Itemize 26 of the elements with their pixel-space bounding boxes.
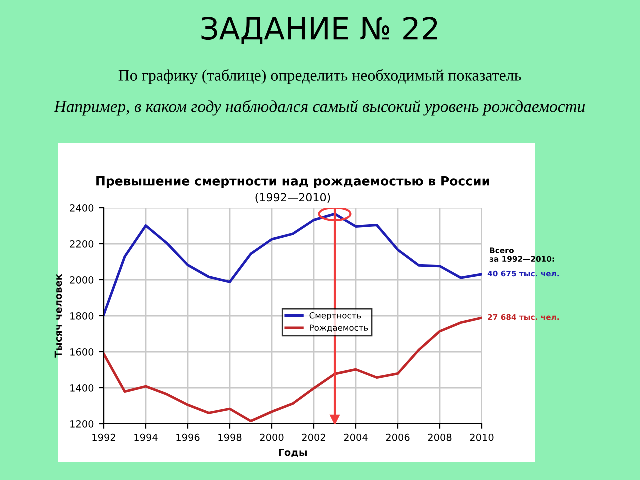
x-tick-label: 2002	[302, 434, 326, 442]
text: По графику (таблице) определить необходимый показатель	[118, 69, 522, 84]
x-tick-label: 1996	[176, 434, 200, 442]
x-tick-label: 1992	[92, 434, 116, 442]
y-tick-label: 1200	[70, 420, 94, 428]
chart-subtitle: (1992—2010)	[256, 193, 330, 203]
x-tick-label: 1994	[134, 434, 158, 442]
y-tick-label: 2400	[70, 204, 94, 212]
x-tick-label: 2008	[428, 434, 452, 442]
x-axis-title: Годы	[279, 448, 307, 458]
legend-label: Смертность	[310, 312, 362, 320]
x-tick-label: 2010	[470, 434, 494, 442]
legend-label: Рождаемость	[310, 324, 368, 332]
x-tick-label: 1998	[218, 434, 242, 442]
y-axis-title: Тысяч человек	[54, 274, 62, 358]
chart-title: Превышение смертности над рождаемостью в России	[96, 176, 490, 188]
x-tick-label: 2000	[260, 434, 284, 442]
text: Например, в каком году наблюдался самый высокий уровень рождаемости	[54, 100, 586, 116]
x-tick-label: 2004	[344, 434, 368, 442]
y-tick-label: 2200	[70, 240, 94, 248]
text: ЗАДАНИЕ № 22	[202, 16, 438, 44]
y-tick-label: 1400	[70, 384, 94, 392]
y-tick-label: 1800	[70, 312, 94, 320]
x-tick-label: 2006	[386, 434, 410, 442]
y-tick-label: 2000	[70, 276, 94, 284]
y-tick-label: 1600	[70, 348, 94, 356]
